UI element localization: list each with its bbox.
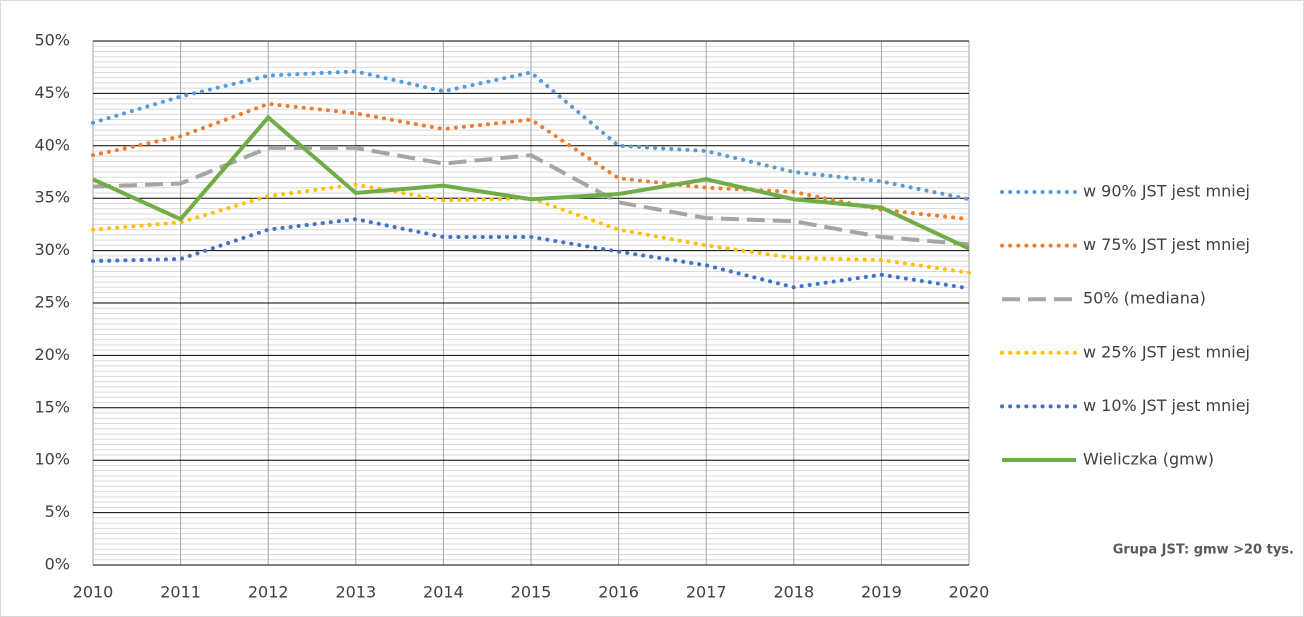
y-tick-label: 5% — [45, 502, 70, 521]
series-line — [92, 114, 970, 251]
x-tick-label: 2018 — [773, 583, 814, 602]
x-tick-label: 2014 — [423, 583, 464, 602]
annotation: Grupa JST: gmw >20 tys. — [1113, 543, 1294, 558]
legend-label: Wieliczka (gmw) — [1083, 450, 1214, 469]
y-tick-label: 50% — [34, 31, 70, 50]
x-tick-label: 2011 — [160, 583, 201, 602]
x-tick-label: 2017 — [686, 583, 727, 602]
y-tick-label: 20% — [34, 345, 70, 364]
y-tick-label: 40% — [34, 135, 70, 154]
series-line — [91, 69, 971, 202]
x-tick-label: 2013 — [335, 583, 376, 602]
y-tick-label: 35% — [34, 188, 70, 207]
legend-label: w 10% JST jest mniej — [1083, 396, 1250, 415]
series-line — [91, 217, 971, 291]
y-tick-label: 15% — [34, 397, 70, 416]
x-tick-label: 2016 — [598, 583, 639, 602]
y-tick-label: 0% — [45, 555, 70, 574]
y-tick-label: 30% — [34, 240, 70, 259]
legend-label: w 75% JST jest mniej — [1083, 235, 1250, 254]
x-tick-label: 2020 — [949, 583, 990, 602]
x-tick-label: 2010 — [73, 583, 114, 602]
y-tick-label: 10% — [34, 450, 70, 469]
x-tick-label: 2015 — [511, 583, 552, 602]
y-tick-label: 25% — [34, 293, 70, 312]
x-tick-label: 2012 — [248, 583, 289, 602]
legend-label: w 25% JST jest mniej — [1083, 342, 1250, 361]
legend-label: 50% (mediana) — [1083, 289, 1206, 308]
x-tick-label: 2019 — [861, 583, 902, 602]
y-tick-label: 45% — [34, 83, 70, 102]
series-line — [92, 145, 970, 247]
legend-label: w 90% JST jest mniej — [1083, 182, 1250, 201]
